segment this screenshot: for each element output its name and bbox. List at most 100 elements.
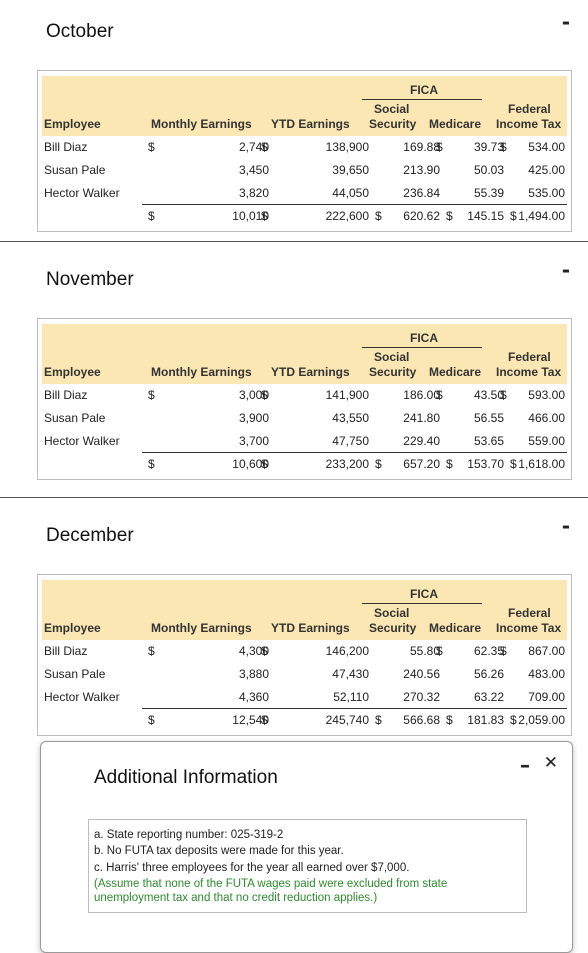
monthly-earnings-header: Monthly Earnings: [151, 117, 252, 131]
dollar-sign: $: [148, 713, 155, 727]
ytd-earnings-value: 47,750: [332, 434, 369, 448]
dollar-sign: $: [500, 388, 507, 402]
info-note: (Assume that none of the FUTA wages paid…: [94, 878, 448, 890]
info-line: a. State reporting number: 025-319-2: [94, 829, 284, 841]
fica-header: FICA: [410, 587, 438, 601]
dollar-sign: $: [500, 644, 507, 658]
social-security-value: 213.90: [403, 163, 440, 177]
employee-header: Employee: [44, 621, 101, 635]
dollar-sign: $: [261, 140, 268, 154]
ytd-earnings-header: YTD Earnings: [271, 117, 350, 131]
total-ytd-earnings: 222,600: [325, 209, 369, 223]
dollar-sign: $: [261, 388, 268, 402]
total-social-security: 566.68: [403, 713, 440, 727]
monthly-earnings-header: Monthly Earnings: [151, 621, 252, 635]
dollar-sign: $: [436, 644, 443, 658]
medicare-value: 50.03: [473, 163, 504, 177]
employee-name: Bill Diaz: [44, 388, 88, 402]
total-monthly-earnings: 10,600: [232, 457, 269, 471]
income-tax-header: Income Tax: [496, 365, 562, 379]
dollar-sign: $: [446, 713, 453, 727]
ytd-earnings-value: 44,050: [332, 186, 369, 200]
social-security-value: 169.88: [403, 140, 440, 154]
minimize-icon[interactable]: -: [561, 10, 570, 34]
federal-header: Federal: [508, 350, 551, 364]
fica-header: FICA: [410, 83, 438, 97]
medicare-header: Medicare: [429, 621, 482, 635]
info-box: a. State reporting number: 025-319-2 b. N…: [88, 819, 527, 913]
fica-underline: [362, 603, 482, 604]
payroll-table: FICA Social Security Medicare Federal Income …: [37, 318, 572, 480]
medicare-value: 56.26: [473, 667, 504, 681]
section-divider: [0, 241, 588, 242]
total-medicare: 153.70: [467, 457, 504, 471]
federal-income-tax-value: 483.00: [528, 667, 565, 681]
dollar-sign: $: [148, 457, 155, 471]
medicare-value: 55.39: [473, 186, 504, 200]
employee-name: Hector Walker: [44, 186, 120, 200]
social-security-value: 229.40: [403, 434, 440, 448]
dollar-sign: $: [148, 388, 155, 402]
total-medicare: 145.15: [467, 209, 504, 223]
month-title: November: [46, 269, 134, 290]
monthly-earnings-value: 3,000: [238, 388, 269, 402]
employee-name: Hector Walker: [44, 690, 120, 704]
minimize-icon[interactable]: -: [561, 514, 570, 538]
federal-income-tax-value: 466.00: [528, 411, 565, 425]
medicare-value: 62.35: [473, 644, 504, 658]
month-title: December: [46, 525, 134, 546]
social-header: Social: [374, 350, 410, 364]
ytd-earnings-value: 146,200: [325, 644, 369, 658]
dollar-sign: $: [375, 713, 382, 727]
federal-income-tax-value: 559.00: [528, 434, 565, 448]
total-federal-income-tax: 2,059.00: [518, 713, 565, 727]
monthly-earnings-value: 3,450: [238, 163, 269, 177]
income-tax-header: Income Tax: [496, 621, 562, 635]
dollar-sign: $: [375, 457, 382, 471]
social-security-value: 55.80: [409, 644, 440, 658]
medicare-value: 56.55: [473, 411, 504, 425]
federal-header: Federal: [508, 102, 551, 116]
social-security-value: 241.80: [403, 411, 440, 425]
security-header: Security: [369, 117, 417, 131]
federal-income-tax-value: 867.00: [528, 644, 565, 658]
dollar-sign: $: [261, 209, 268, 223]
minimize-icon[interactable]: -: [561, 258, 570, 282]
ytd-earnings-value: 52,110: [333, 690, 369, 704]
monthly-earnings-value: 2,740: [238, 140, 269, 154]
month-section: November - FICA Social Security Medicare Feder…: [0, 248, 588, 488]
medicare-header: Medicare: [429, 117, 482, 131]
ytd-earnings-value: 47,430: [332, 667, 369, 681]
federal-income-tax-value: 593.00: [528, 388, 565, 402]
total-social-security: 620.62: [403, 209, 440, 223]
fica-underline: [362, 99, 482, 100]
dollar-sign: $: [510, 457, 517, 471]
dollar-sign: $: [375, 209, 382, 223]
table-header-band: [42, 324, 567, 384]
monthly-earnings-value: 4,360: [238, 690, 269, 704]
monthly-earnings-value: 3,900: [238, 411, 269, 425]
close-button[interactable]: ✕: [543, 753, 558, 773]
info-line: b. No FUTA tax deposits were made for th…: [94, 845, 344, 857]
security-header: Security: [369, 365, 417, 379]
employee-header: Employee: [44, 365, 101, 379]
dollar-sign: $: [446, 457, 453, 471]
social-header: Social: [374, 606, 410, 620]
ytd-earnings-value: 138,900: [325, 140, 369, 154]
employee-name: Bill Diaz: [44, 644, 88, 658]
totals-underline: [142, 708, 567, 709]
payroll-table: FICA Social Security Medicare Federal Income …: [37, 574, 572, 736]
fica-underline: [362, 347, 482, 348]
dollar-sign: $: [261, 713, 268, 727]
federal-header: Federal: [508, 606, 551, 620]
dollar-sign: $: [436, 140, 443, 154]
employee-name: Susan Pale: [44, 411, 106, 425]
table-header-band: [42, 76, 567, 136]
dollar-sign: $: [510, 209, 517, 223]
dollar-sign: $: [148, 209, 155, 223]
employee-header: Employee: [44, 117, 101, 131]
month-section: December - FICA Social Security Medicare Feder…: [0, 504, 588, 744]
minimize-button[interactable]: –: [520, 753, 530, 777]
social-security-value: 240.56: [403, 667, 440, 681]
security-header: Security: [369, 621, 417, 635]
